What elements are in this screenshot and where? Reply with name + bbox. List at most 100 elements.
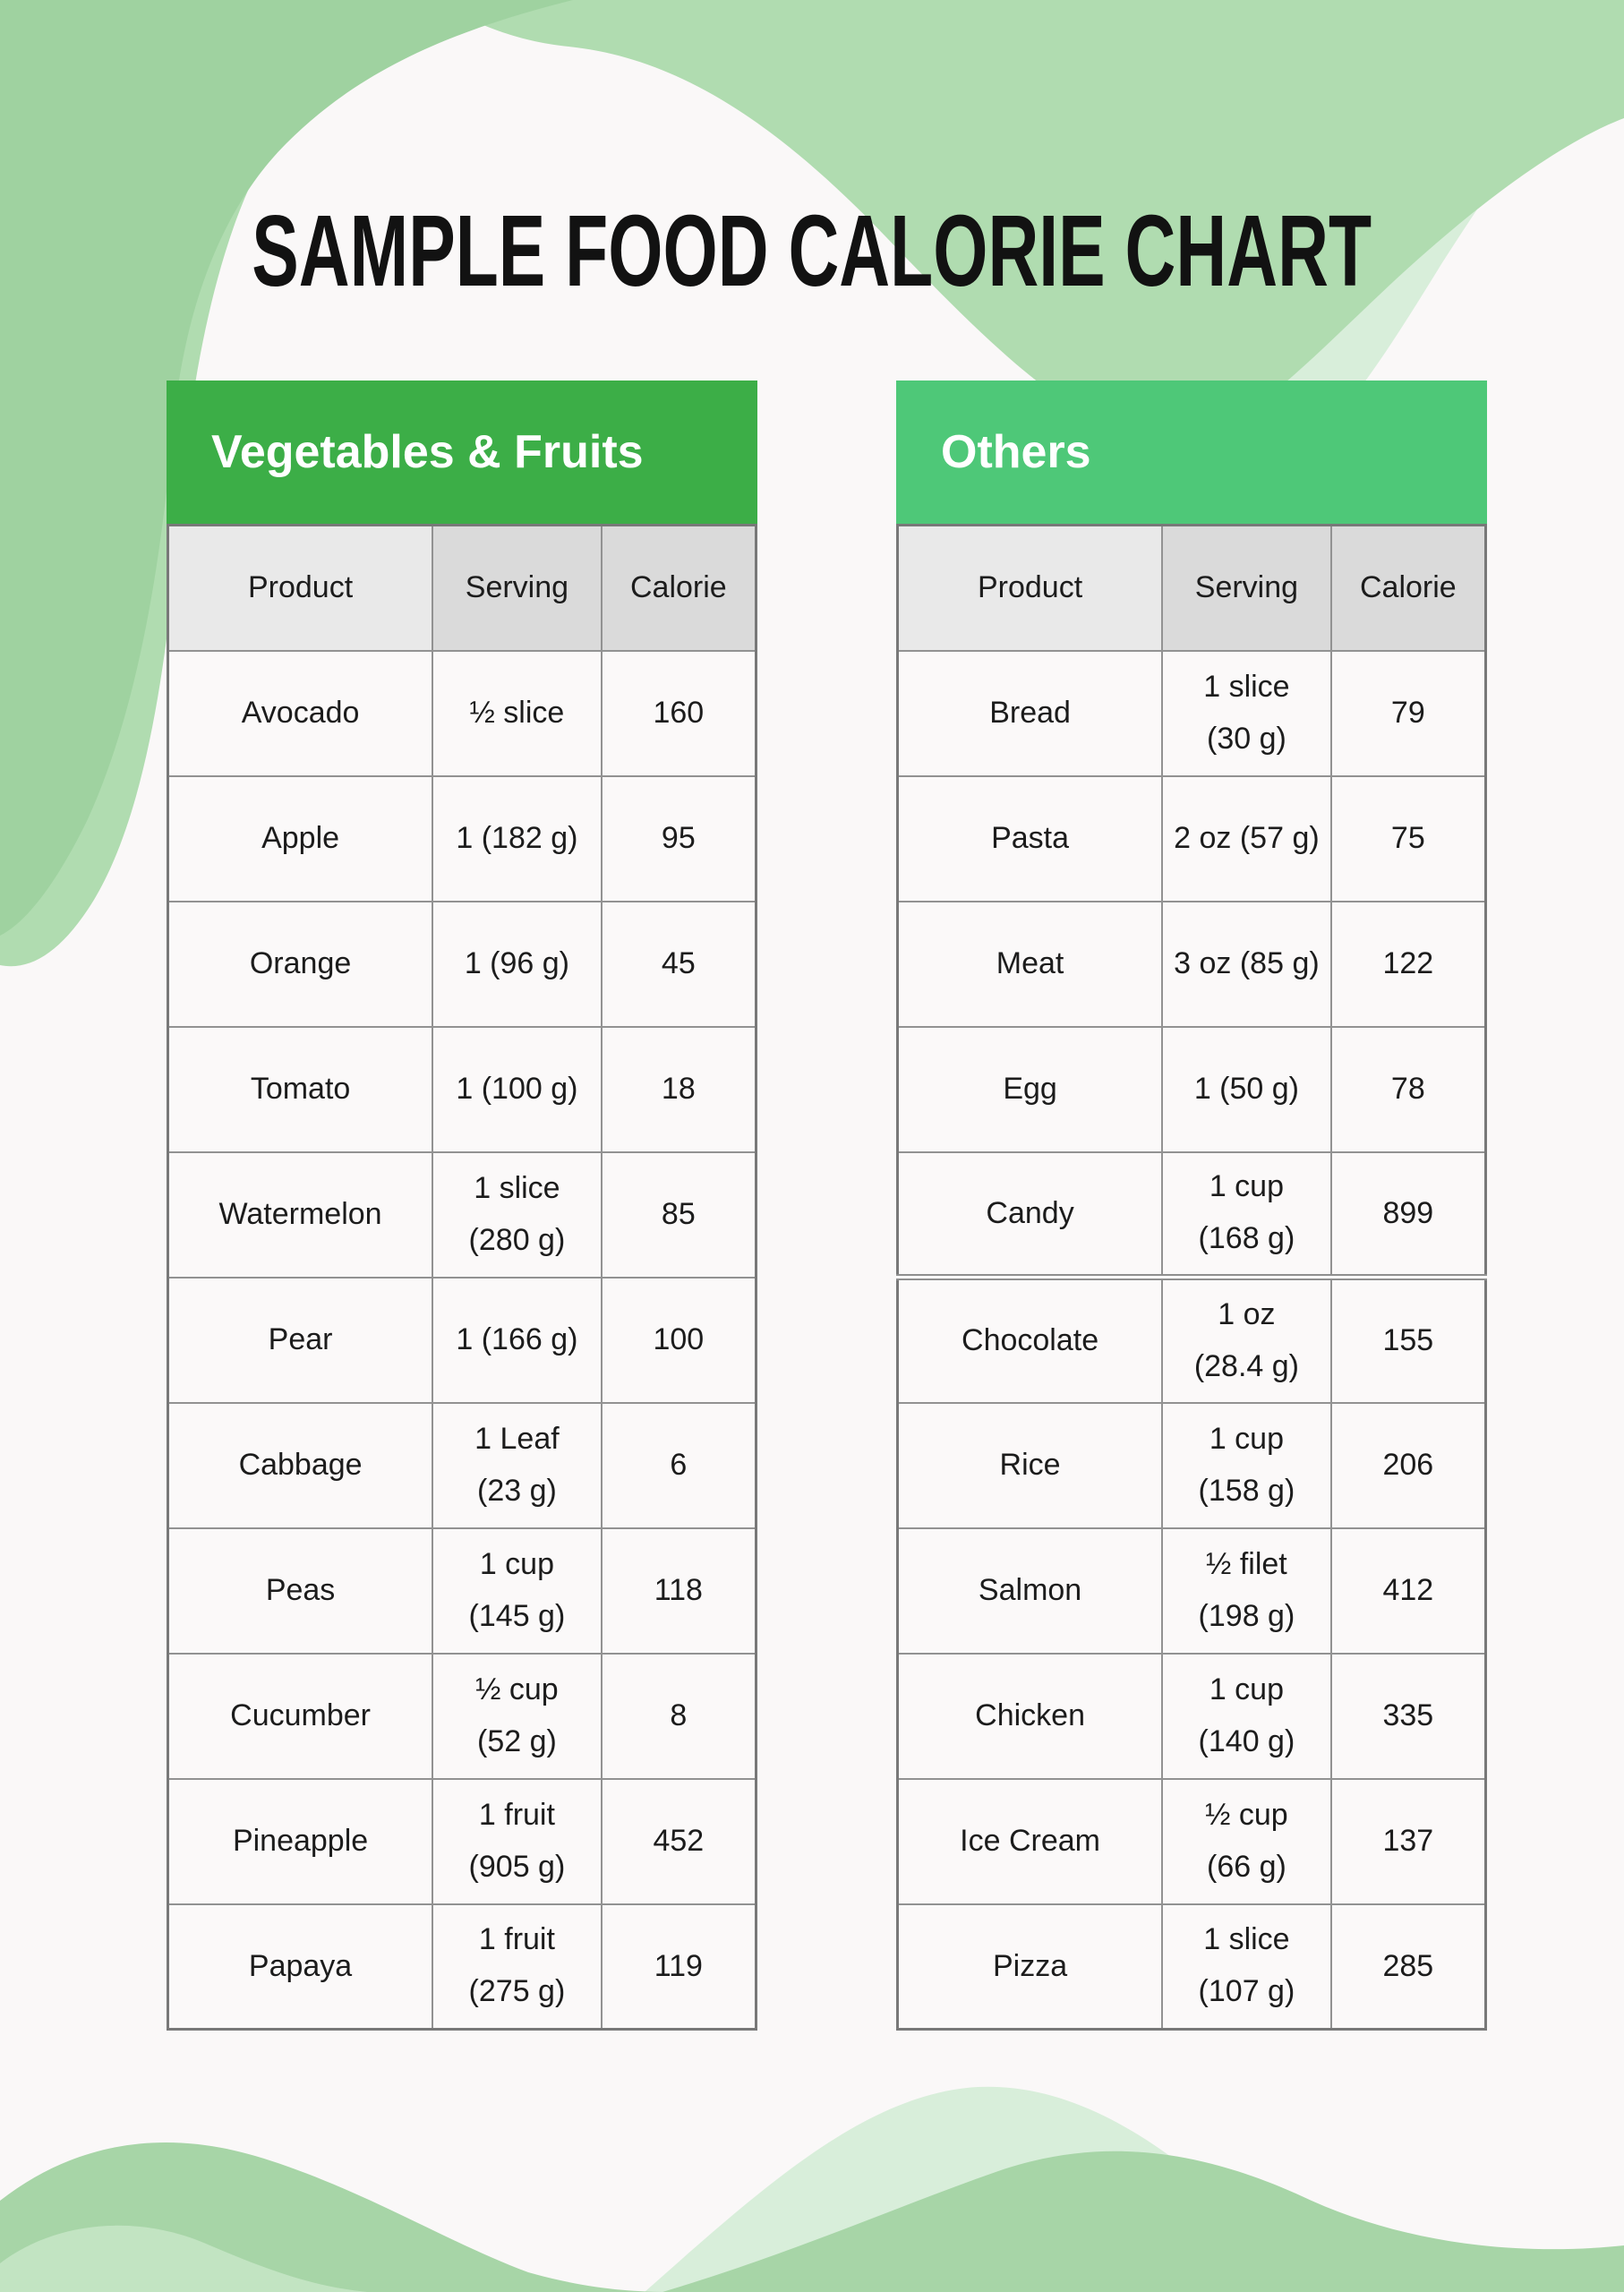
page-header: SAMPLE FOOD CALORIE CHART bbox=[0, 195, 1624, 306]
product-cell: Watermelon bbox=[167, 1150, 434, 1279]
table-row: Bread 1 slice (30 g) 79 bbox=[896, 649, 1487, 777]
calorie-cell: 122 bbox=[1329, 900, 1487, 1028]
product-cell: Rice bbox=[896, 1401, 1164, 1529]
serving-cell: 1 slice (107 g) bbox=[1161, 1903, 1332, 2031]
product-cell: Bread bbox=[896, 649, 1164, 777]
table-row: Pizza 1 slice (107 g) 285 bbox=[896, 1903, 1487, 2031]
product-cell: Meat bbox=[896, 900, 1164, 1028]
table-row: Egg 1 (50 g) 78 bbox=[896, 1025, 1487, 1153]
serving-cell: ½ filet (198 g) bbox=[1161, 1527, 1332, 1655]
table-row: Cucumber ½ cup (52 g) 8 bbox=[167, 1652, 757, 1780]
column-header-row: Product Serving Calorie bbox=[896, 524, 1487, 652]
calorie-cell: 452 bbox=[600, 1777, 757, 1905]
vegetables-fruits-banner-label: Vegetables & Fruits bbox=[211, 426, 644, 478]
others-banner: Others bbox=[896, 381, 1487, 524]
product-cell: Orange bbox=[167, 900, 434, 1028]
serving-cell: 1 (166 g) bbox=[432, 1276, 603, 1404]
calorie-cell: 95 bbox=[600, 774, 757, 902]
calorie-table-others: Others Product Serving Calorie Bread 1 sl… bbox=[896, 381, 1487, 2031]
table-row: Papaya 1 fruit (275 g) 119 bbox=[167, 1903, 757, 2031]
bottom-wave-decoration bbox=[0, 2086, 1624, 2292]
serving-cell: 1 slice (30 g) bbox=[1161, 649, 1332, 777]
serving-cell: 1 (100 g) bbox=[432, 1025, 603, 1153]
others-banner-label: Others bbox=[941, 426, 1091, 478]
product-cell: Candy bbox=[896, 1150, 1164, 1279]
serving-cell: 1 oz (28.4 g) bbox=[1161, 1274, 1332, 1404]
product-cell: Chocolate bbox=[896, 1274, 1164, 1404]
table-row: Orange 1 (96 g) 45 bbox=[167, 900, 757, 1028]
serving-cell: 1 (182 g) bbox=[432, 774, 603, 902]
table-row: Meat 3 oz (85 g) 122 bbox=[896, 900, 1487, 1028]
product-cell: Ice Cream bbox=[896, 1777, 1164, 1905]
table-row: Avocado ½ slice 160 bbox=[167, 649, 757, 777]
product-cell: Pasta bbox=[896, 774, 1164, 902]
calorie-cell: 206 bbox=[1329, 1401, 1487, 1529]
product-cell: Pear bbox=[167, 1276, 434, 1404]
product-cell: Tomato bbox=[167, 1025, 434, 1153]
serving-cell: 1 fruit (905 g) bbox=[432, 1777, 603, 1905]
calorie-cell: 100 bbox=[600, 1276, 757, 1404]
serving-cell: 3 oz (85 g) bbox=[1161, 900, 1332, 1028]
vegetables-fruits-banner: Vegetables & Fruits bbox=[167, 381, 757, 524]
serving-cell: 1 slice (280 g) bbox=[432, 1150, 603, 1279]
table-row: Chicken 1 cup (140 g) 335 bbox=[896, 1652, 1487, 1780]
serving-cell: 1 Leaf (23 g) bbox=[432, 1401, 603, 1529]
calorie-cell: 137 bbox=[1329, 1777, 1487, 1905]
serving-cell: 1 cup (168 g) bbox=[1161, 1150, 1332, 1279]
calorie-cell: 155 bbox=[1329, 1274, 1487, 1404]
product-column-header: Product bbox=[896, 524, 1164, 652]
table-row: Chocolate 1 oz (28.4 g) 155 bbox=[896, 1274, 1487, 1404]
serving-cell: 1 fruit (275 g) bbox=[432, 1903, 603, 2031]
calorie-cell: 18 bbox=[600, 1025, 757, 1153]
calorie-table-vegetables-fruits: Vegetables & Fruits Product Serving Calo… bbox=[167, 381, 757, 2031]
product-cell: Pizza bbox=[896, 1903, 1164, 2031]
table-row: Peas 1 cup (145 g) 118 bbox=[167, 1527, 757, 1655]
product-cell: Pineapple bbox=[167, 1777, 434, 1905]
calorie-cell: 8 bbox=[600, 1652, 757, 1780]
table-row: Pineapple 1 fruit (905 g) 452 bbox=[167, 1777, 757, 1905]
serving-column-header: Serving bbox=[432, 524, 603, 652]
serving-cell: 1 (96 g) bbox=[432, 900, 603, 1028]
calorie-column-header: Calorie bbox=[1329, 524, 1487, 652]
calorie-cell: 899 bbox=[1329, 1150, 1487, 1279]
table-row: Tomato 1 (100 g) 18 bbox=[167, 1025, 757, 1153]
serving-cell: ½ cup (66 g) bbox=[1161, 1777, 1332, 1905]
product-cell: Cucumber bbox=[167, 1652, 434, 1780]
calorie-cell: 75 bbox=[1329, 774, 1487, 902]
others-table: Product Serving Calorie Bread 1 slice (30… bbox=[896, 524, 1487, 2031]
product-cell: Apple bbox=[167, 774, 434, 902]
calorie-cell: 118 bbox=[600, 1527, 757, 1655]
serving-cell: 1 cup (145 g) bbox=[432, 1527, 603, 1655]
table-row: Salmon ½ filet (198 g) 412 bbox=[896, 1527, 1487, 1655]
product-cell: Chicken bbox=[896, 1652, 1164, 1780]
serving-cell: 1 cup (158 g) bbox=[1161, 1401, 1332, 1529]
table-row: Cabbage 1 Leaf (23 g) 6 bbox=[167, 1401, 757, 1529]
calorie-cell: 6 bbox=[600, 1401, 757, 1529]
serving-column-header: Serving bbox=[1161, 524, 1332, 652]
calorie-cell: 119 bbox=[600, 1903, 757, 2031]
column-header-row: Product Serving Calorie bbox=[167, 524, 757, 652]
calorie-column-header: Calorie bbox=[600, 524, 757, 652]
calorie-cell: 160 bbox=[600, 649, 757, 777]
serving-cell: ½ slice bbox=[432, 649, 603, 777]
product-cell: Avocado bbox=[167, 649, 434, 777]
serving-cell: ½ cup (52 g) bbox=[432, 1652, 603, 1780]
calorie-cell: 335 bbox=[1329, 1652, 1487, 1780]
product-cell: Egg bbox=[896, 1025, 1164, 1153]
table-row: Pear 1 (166 g) 100 bbox=[167, 1276, 757, 1404]
calorie-cell: 78 bbox=[1329, 1025, 1487, 1153]
vegetables-fruits-table: Product Serving Calorie Avocado ½ slice 16… bbox=[167, 524, 757, 2031]
serving-cell: 2 oz (57 g) bbox=[1161, 774, 1332, 902]
product-cell: Cabbage bbox=[167, 1401, 434, 1529]
calorie-cell: 79 bbox=[1329, 649, 1487, 777]
calorie-cell: 412 bbox=[1329, 1527, 1487, 1655]
product-cell: Peas bbox=[167, 1527, 434, 1655]
table-row: Ice Cream ½ cup (66 g) 137 bbox=[896, 1777, 1487, 1905]
table-row: Candy 1 cup (168 g) 899 bbox=[896, 1150, 1487, 1279]
serving-cell: 1 (50 g) bbox=[1161, 1025, 1332, 1153]
page-title: SAMPLE FOOD CALORIE CHART bbox=[252, 194, 1372, 308]
product-column-header: Product bbox=[167, 524, 434, 652]
calorie-cell: 285 bbox=[1329, 1903, 1487, 2031]
calorie-cell: 45 bbox=[600, 900, 757, 1028]
table-row: Watermelon 1 slice (280 g) 85 bbox=[167, 1150, 757, 1279]
